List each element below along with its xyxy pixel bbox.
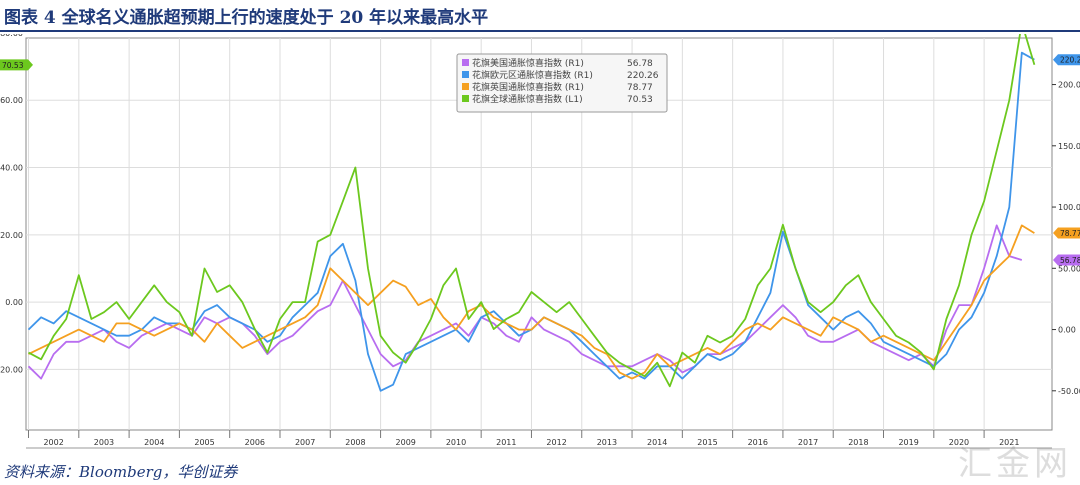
x-tick-label: 2007 [295, 438, 315, 447]
legend-swatch [462, 71, 469, 78]
x-tick-label: 2012 [546, 438, 566, 447]
legend-swatch [462, 59, 469, 66]
right-value-tag-eu-bg [1053, 54, 1080, 66]
series-line-3 [28, 34, 1036, 388]
x-tick-label: 2013 [597, 438, 617, 447]
y-left-tick-label: 80.00 [0, 34, 23, 38]
right-value-tag-uk-bg [1053, 227, 1080, 239]
left-value-tag: 70.53 [2, 61, 24, 70]
x-tick-label: 2019 [898, 438, 918, 447]
y-left-tick-label: -20.00 [0, 365, 23, 374]
x-tick-label: 2015 [697, 438, 717, 447]
y-right-tick-label: 100.00 [1058, 203, 1080, 212]
x-tick-label: 2016 [748, 438, 768, 447]
legend-value: 78.77 [627, 83, 653, 93]
x-tick-label: 2011 [496, 438, 516, 447]
x-tick-label: 2020 [949, 438, 969, 447]
y-right-tick-label: 50.00 [1058, 264, 1080, 273]
legend-value: 56.78 [627, 59, 653, 69]
x-tick-label: 2004 [144, 438, 164, 447]
x-tick-label: 2008 [345, 438, 365, 447]
legend-label: 花旗美国通胀惊喜指数 (R1) [472, 57, 584, 69]
left-value-tag-bg [0, 59, 33, 71]
right-value-tag-us-bg [1053, 254, 1080, 266]
right-value-tag-uk: 78.77 [1060, 229, 1080, 238]
x-tick-label: 2021 [999, 438, 1019, 447]
legend-value: 70.53 [627, 95, 653, 105]
y-right-tick-label: 200.00 [1058, 81, 1080, 90]
title-divider [0, 30, 1080, 32]
y-left-tick-label: 40.00 [0, 164, 23, 173]
legend-box [456, 53, 668, 113]
x-tick-label: 2014 [647, 438, 667, 447]
series-line-2 [28, 224, 1035, 380]
y-right-tick-label: 0.00 [1058, 326, 1076, 335]
legend-label: 花旗欧元区通胀惊喜指数 (R1) [472, 69, 593, 81]
x-tick-label: 2005 [194, 438, 214, 447]
chart-title: 图表 4 全球名义通胀超预期上行的速度处于 20 年以来最高水平 [4, 8, 489, 28]
x-tick-label: 2010 [446, 438, 466, 447]
legend-value: 220.26 [627, 71, 659, 81]
x-tick-label: 2018 [848, 438, 868, 447]
y-left-tick-label: 60.00 [0, 96, 23, 105]
legend-label: 花旗英国通胀惊喜指数 (R1) [472, 81, 584, 93]
x-tick-label: 2017 [798, 438, 818, 447]
x-tick-label: 2006 [245, 438, 265, 447]
legend-label: 花旗全球通胀惊喜指数 (L1) [472, 93, 583, 105]
watermark-logo: 汇金网 [958, 444, 1072, 484]
y-left-tick-label: 20.00 [0, 231, 23, 240]
x-tick-label: 2009 [396, 438, 416, 447]
y-left-tick-label: 0.00 [5, 298, 23, 307]
x-tick-label: 2003 [94, 438, 114, 447]
source-note: 资料来源：Bloomberg，华创证券 [4, 463, 238, 481]
x-tick-label: 2002 [43, 438, 63, 447]
y-right-tick-label: 150.00 [1058, 142, 1080, 151]
right-value-tag-eu: 220.26 [1060, 56, 1080, 65]
y-right-tick-label: -50.00 [1058, 387, 1080, 396]
legend-swatch [462, 95, 469, 102]
right-value-tag-us: 56.78 [1060, 256, 1080, 265]
line-chart: 2002 2003 2004 2005 2006 2007 2008 2009 2010 2011… [0, 34, 1080, 449]
legend-swatch [462, 83, 469, 90]
